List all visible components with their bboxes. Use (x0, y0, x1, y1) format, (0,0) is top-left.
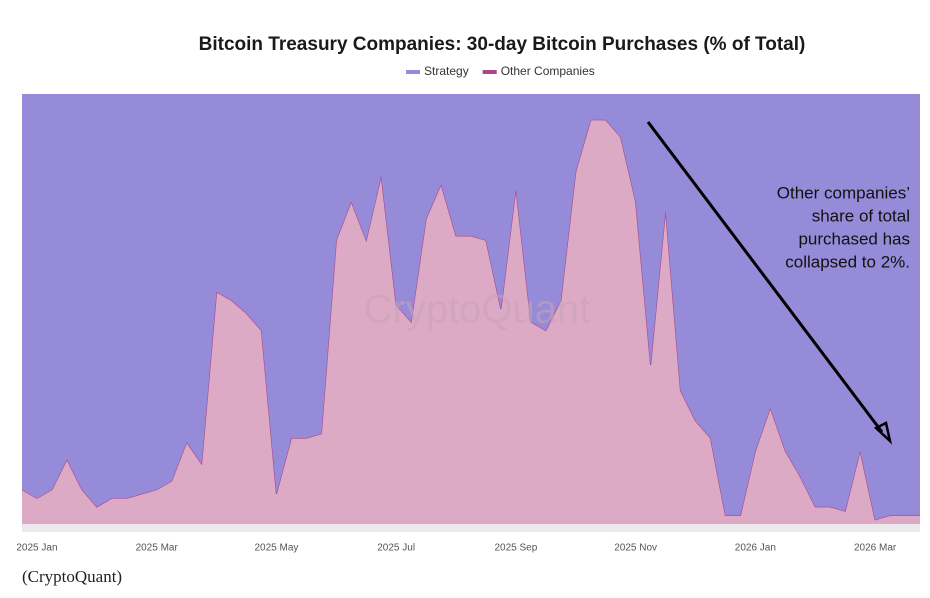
annotation-line: collapsed to 2%. (785, 252, 910, 271)
annotation: Other companies’ share of total purchased … (777, 183, 910, 271)
source-note: (CryptoQuant) (22, 567, 122, 586)
x-tick-label: 2025 May (254, 543, 298, 554)
plot-base-strip (22, 524, 920, 532)
x-tick-label: 2025 Jan (16, 543, 57, 554)
x-tick-label: 2026 Jan (735, 543, 776, 554)
legend-swatch (406, 70, 420, 74)
x-axis: 2025 Jan 2025 Mar 2025 May 2025 Jul 2025 Sep… (16, 543, 897, 554)
x-tick-label: 2025 Mar (136, 543, 179, 554)
area (22, 119, 920, 525)
legend: Strategy Other Companies (406, 64, 595, 78)
chart-title: Bitcoin Treasury Companies: 30-day Bitco… (199, 34, 806, 55)
x-tick-label: 2025 Nov (614, 543, 657, 554)
area (22, 94, 920, 520)
annotation-line: share of total (812, 206, 910, 225)
arrow-head (873, 421, 893, 445)
x-tick-label: 2025 Sep (494, 543, 537, 554)
arrow-shaft (646, 121, 884, 433)
arrow (646, 121, 893, 445)
x-tick-label: 2025 Jul (377, 543, 415, 554)
watermark: CryptoQuant (364, 288, 591, 332)
x-tick-label: 2026 Mar (854, 543, 897, 554)
legend-label: Other Companies (501, 64, 595, 78)
plot-area (21, 94, 920, 525)
annotation-line: purchased has (798, 229, 910, 248)
legend-label: Strategy (424, 64, 469, 78)
annotation-line: Other companies’ (777, 183, 910, 202)
legend-swatch (482, 70, 497, 74)
